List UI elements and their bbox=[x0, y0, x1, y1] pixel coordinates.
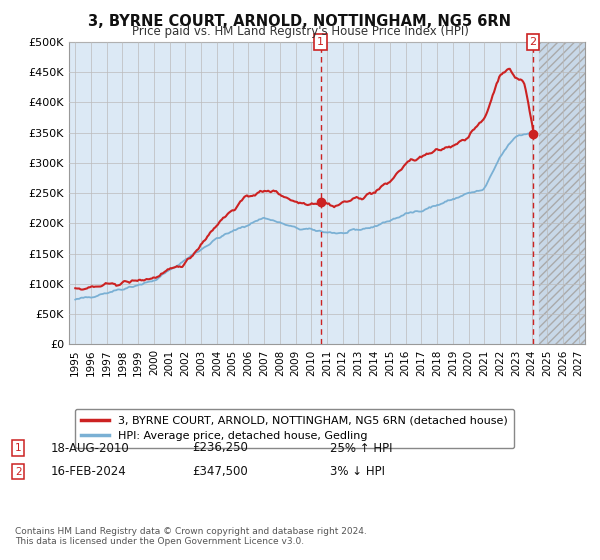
Text: 25% ↑ HPI: 25% ↑ HPI bbox=[330, 441, 392, 455]
Text: 1: 1 bbox=[317, 37, 324, 47]
Legend: 3, BYRNE COURT, ARNOLD, NOTTINGHAM, NG5 6RN (detached house), HPI: Average price: 3, BYRNE COURT, ARNOLD, NOTTINGHAM, NG5 … bbox=[74, 409, 514, 448]
Bar bbox=[539, 42, 585, 344]
Text: £236,250: £236,250 bbox=[192, 441, 248, 455]
Text: 18-AUG-2010: 18-AUG-2010 bbox=[51, 441, 130, 455]
Bar bbox=[539, 42, 585, 344]
Text: 2: 2 bbox=[530, 37, 536, 47]
Text: 1: 1 bbox=[15, 443, 22, 453]
Text: 3, BYRNE COURT, ARNOLD, NOTTINGHAM, NG5 6RN: 3, BYRNE COURT, ARNOLD, NOTTINGHAM, NG5 … bbox=[89, 14, 511, 29]
Text: 3% ↓ HPI: 3% ↓ HPI bbox=[330, 465, 385, 478]
Text: Contains HM Land Registry data © Crown copyright and database right 2024.
This d: Contains HM Land Registry data © Crown c… bbox=[15, 526, 367, 546]
Text: 2: 2 bbox=[15, 466, 22, 477]
Text: Price paid vs. HM Land Registry's House Price Index (HPI): Price paid vs. HM Land Registry's House … bbox=[131, 25, 469, 38]
Text: 16-FEB-2024: 16-FEB-2024 bbox=[51, 465, 127, 478]
Text: £347,500: £347,500 bbox=[192, 465, 248, 478]
